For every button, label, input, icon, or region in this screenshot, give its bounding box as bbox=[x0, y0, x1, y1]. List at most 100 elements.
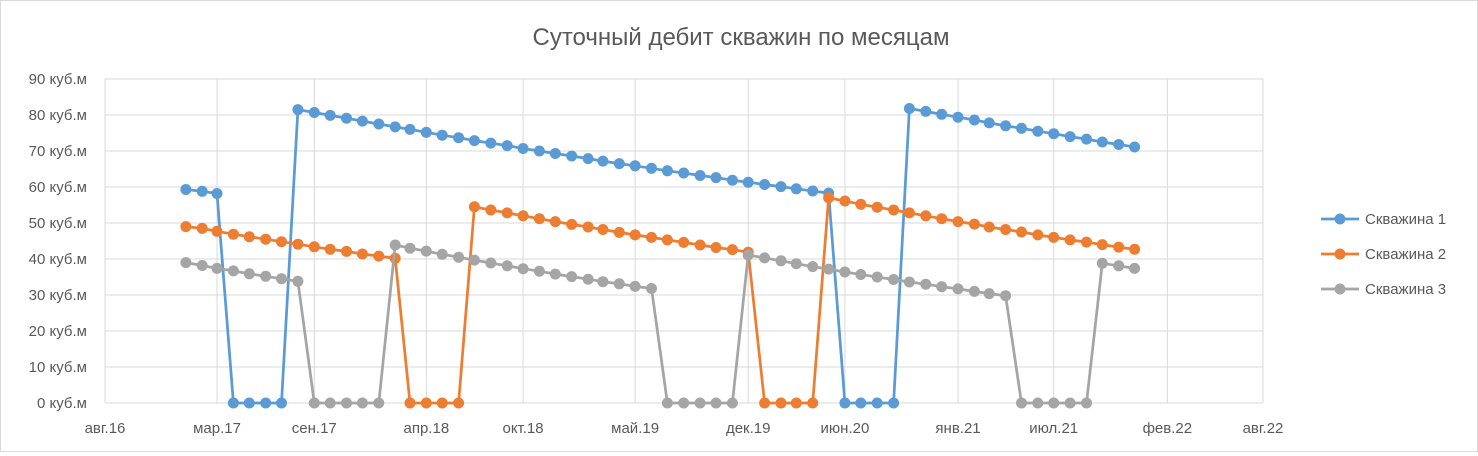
data-point bbox=[646, 231, 657, 243]
data-point bbox=[629, 280, 641, 292]
legend: Скважина 1 Скважина 2 Скважина 3 bbox=[1321, 211, 1446, 298]
data-point bbox=[742, 249, 754, 261]
data-point bbox=[196, 185, 208, 197]
data-point bbox=[678, 236, 690, 248]
y-tick-label: 90 куб.м bbox=[29, 71, 87, 88]
data-point bbox=[726, 397, 738, 409]
data-point bbox=[888, 397, 900, 409]
data-point bbox=[903, 103, 915, 114]
data-point bbox=[211, 225, 223, 237]
data-point bbox=[1032, 397, 1044, 409]
y-tick-label: 50 куб.м bbox=[29, 215, 87, 232]
data-point bbox=[243, 268, 255, 280]
data-point bbox=[308, 397, 320, 409]
data-point bbox=[260, 233, 272, 245]
data-point bbox=[373, 397, 385, 409]
data-point bbox=[790, 183, 802, 195]
x-tick-label: май.19 bbox=[611, 420, 659, 437]
data-point bbox=[629, 229, 641, 241]
data-point bbox=[759, 252, 771, 264]
data-point bbox=[968, 218, 980, 230]
data-point bbox=[629, 160, 641, 172]
data-point bbox=[871, 271, 883, 283]
x-tick-label: июл.21 bbox=[1029, 420, 1078, 437]
x-tick-label: сен.17 bbox=[292, 420, 337, 437]
data-point bbox=[952, 111, 964, 123]
data-point bbox=[324, 397, 336, 409]
data-point bbox=[968, 114, 980, 126]
series-line bbox=[185, 243, 1135, 405]
data-point bbox=[549, 216, 561, 228]
data-point bbox=[356, 397, 368, 409]
data-point bbox=[420, 245, 432, 257]
x-axis-ticks: авг.16 мар.17 сен.17 апр.18 окт.18 май.19 дек.… bbox=[85, 420, 1284, 437]
data-point bbox=[726, 174, 738, 186]
series-2 bbox=[180, 192, 1141, 409]
data-point bbox=[501, 140, 513, 152]
data-point bbox=[227, 265, 239, 277]
data-point bbox=[903, 207, 915, 219]
data-point bbox=[533, 213, 545, 225]
data-point bbox=[373, 250, 385, 262]
data-point bbox=[404, 397, 416, 409]
x-tick-label: апр.18 bbox=[404, 420, 450, 437]
data-point bbox=[775, 397, 787, 409]
legend-item: Скважина 1 bbox=[1321, 211, 1446, 228]
legend-item: Скважина 2 bbox=[1321, 246, 1446, 263]
data-point bbox=[196, 260, 208, 271]
data-point bbox=[308, 241, 320, 253]
data-point bbox=[1081, 236, 1092, 248]
data-point bbox=[936, 108, 948, 120]
series-3 bbox=[180, 239, 1141, 409]
data-point bbox=[694, 397, 706, 409]
data-point bbox=[855, 269, 867, 280]
data-point bbox=[566, 218, 578, 230]
data-point bbox=[549, 268, 561, 280]
data-point bbox=[243, 231, 255, 243]
data-point bbox=[1081, 397, 1092, 409]
data-point bbox=[839, 266, 851, 278]
data-point bbox=[292, 238, 304, 250]
data-point bbox=[888, 204, 900, 216]
data-point bbox=[678, 167, 690, 179]
data-point bbox=[468, 201, 480, 213]
data-point bbox=[582, 221, 594, 233]
data-point bbox=[1048, 231, 1060, 243]
x-tick-label: мар.17 bbox=[193, 420, 241, 437]
data-point bbox=[453, 132, 465, 144]
data-point bbox=[968, 285, 980, 297]
x-tick-label: июн.20 bbox=[821, 420, 870, 437]
data-point bbox=[1064, 397, 1076, 409]
data-point bbox=[1096, 239, 1108, 251]
y-tick-label: 30 куб.м bbox=[29, 287, 87, 304]
data-point bbox=[292, 275, 304, 287]
data-point bbox=[582, 273, 594, 285]
data-point bbox=[356, 248, 368, 260]
data-point bbox=[180, 257, 192, 269]
data-point bbox=[243, 397, 255, 409]
data-point bbox=[936, 281, 948, 293]
data-point bbox=[790, 397, 802, 409]
data-point bbox=[292, 104, 304, 116]
data-point bbox=[661, 234, 673, 246]
data-point bbox=[661, 165, 673, 177]
data-point bbox=[710, 172, 722, 184]
data-point bbox=[597, 155, 609, 167]
y-tick-label: 70 куб.м bbox=[29, 143, 87, 160]
legend-label: Скважина 3 bbox=[1365, 281, 1446, 298]
data-point bbox=[533, 265, 545, 277]
data-point bbox=[373, 118, 385, 130]
data-point bbox=[468, 254, 480, 266]
data-point bbox=[517, 263, 529, 275]
data-point bbox=[646, 283, 657, 294]
data-point bbox=[613, 278, 625, 290]
data-point bbox=[324, 109, 336, 121]
data-point bbox=[1016, 122, 1027, 134]
data-point bbox=[501, 260, 513, 272]
data-point bbox=[1064, 131, 1076, 143]
data-point bbox=[807, 397, 819, 409]
data-point bbox=[566, 271, 578, 283]
data-point bbox=[453, 397, 465, 409]
data-point bbox=[517, 210, 529, 222]
